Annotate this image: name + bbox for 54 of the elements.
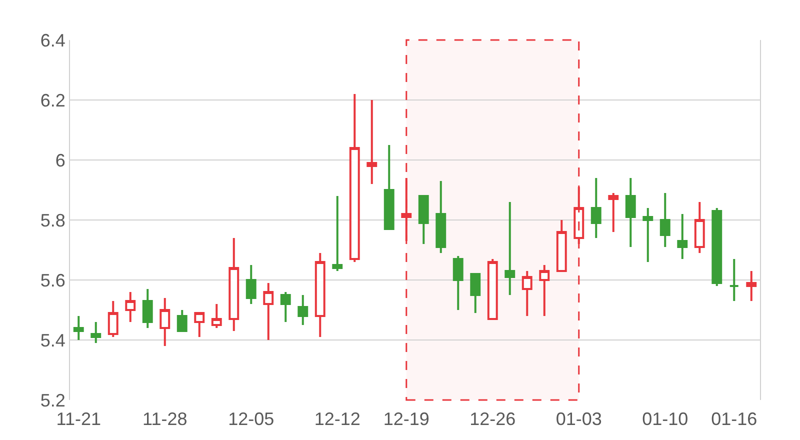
- candlestick: [366, 99, 378, 185]
- x-tick-label: 12-05: [228, 409, 274, 429]
- candlestick: [608, 192, 619, 233]
- candlestick: [590, 177, 602, 239]
- candlestick: [332, 195, 343, 272]
- x-tick-label: 12-19: [383, 409, 430, 429]
- y-tick-label: 6: [55, 150, 66, 170]
- candlestick: [522, 270, 532, 317]
- candlestick: [194, 312, 205, 338]
- candlestick: [90, 321, 102, 344]
- x-tick-label: 11-21: [56, 409, 101, 429]
- candlestick: [746, 270, 757, 302]
- candlestick: [694, 201, 705, 254]
- candlestick: [176, 309, 188, 332]
- x-tick-label: 01-16: [711, 409, 758, 429]
- candlestick: [211, 303, 222, 329]
- candlestick: [263, 282, 274, 341]
- x-tick-label: 12-26: [470, 409, 516, 429]
- candlestick: [314, 252, 326, 338]
- candlestick: [556, 219, 567, 272]
- candlestick: [436, 180, 446, 254]
- candlestick: [160, 297, 170, 347]
- candlestick: [298, 294, 308, 326]
- y-tick-label: 5.4: [40, 330, 66, 350]
- candlestick: [108, 300, 118, 338]
- candlestick: [642, 207, 654, 263]
- candlestick: [677, 213, 688, 260]
- candlestick: [504, 201, 516, 296]
- candlestick: [712, 207, 722, 287]
- candlestick: [384, 144, 394, 230]
- x-tick-label: 01-03: [556, 409, 602, 429]
- candlestick: [625, 177, 636, 248]
- candlestick: [246, 264, 256, 305]
- candlestick: [280, 291, 291, 323]
- y-tick-label: 6.2: [40, 90, 66, 110]
- x-tick-label: 12-12: [314, 409, 360, 429]
- candlestick: [728, 258, 740, 302]
- candlestick: [142, 288, 153, 329]
- y-tick-label: 6.4: [40, 30, 66, 50]
- candlestick: [228, 237, 240, 332]
- candlestick: [418, 195, 429, 245]
- y-tick-label: 5.8: [40, 210, 66, 230]
- candlestick: [539, 264, 550, 317]
- x-tick-label: 01-10: [642, 409, 688, 429]
- candlestick: [487, 258, 498, 320]
- x-tick-label: 11-28: [142, 409, 188, 429]
- candlestick: [452, 255, 464, 311]
- candlestick: [125, 291, 136, 323]
- y-tick-label: 5.2: [40, 390, 66, 410]
- candlestick: [660, 192, 670, 248]
- candlestick: [349, 93, 360, 263]
- candlestick: [470, 273, 481, 314]
- y-tick-label: 5.6: [40, 270, 66, 290]
- candlestick: [73, 315, 84, 341]
